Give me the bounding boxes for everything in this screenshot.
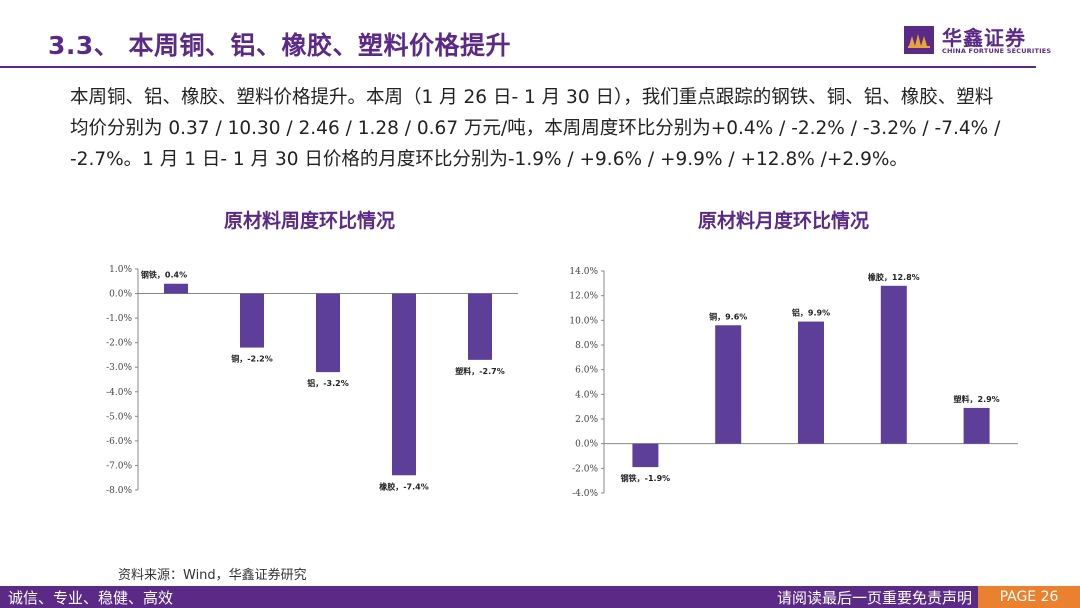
page-title: 3.3、 本周铜、铝、橡胶、塑料价格提升 xyxy=(48,31,511,60)
weekly-ytick-label: -8.0% xyxy=(106,486,132,496)
footer-slogan: 诚信、专业、稳健、高效 xyxy=(8,589,174,607)
company-logo: 华鑫证券 CHINA FORTUNE SECURITIES xyxy=(904,22,1051,58)
monthly-bar-2 xyxy=(798,321,824,444)
monthly-ytick-label: -2.0% xyxy=(572,464,598,474)
logo-en-text: CHINA FORTUNE SECURITIES xyxy=(942,47,1052,55)
weekly-data-label-1: 铜，-2.2% xyxy=(231,354,273,364)
footer-disclaimer: 请阅读最后一页重要免责声明 xyxy=(776,589,972,607)
monthly-ytick-label: 0.0% xyxy=(575,440,598,450)
logo-cn-text: 华鑫证券 xyxy=(942,26,1026,50)
monthly-ytick-label: 10.0% xyxy=(569,316,598,326)
header-divider xyxy=(0,66,1036,68)
monthly-data-label-1: 铜，9.6% xyxy=(709,311,747,321)
monthly-ytick-label: 14.0% xyxy=(569,267,598,277)
monthly-bar-4 xyxy=(963,407,990,444)
monthly-data-label-2: 铝，9.9% xyxy=(792,308,830,318)
page-number: PAGE 26 xyxy=(978,586,1080,608)
body-paragraph: 本周铜、铝、橡胶、塑料价格提升。本周（1 月 26 日- 1 月 30 日），我… xyxy=(70,87,1001,170)
weekly-bar-chart: 1.0% 0.0% -1.0% -2.0% -3.0% -4.0% -5.0% -6.0% -7… xyxy=(106,265,518,496)
weekly-bar-0 xyxy=(164,283,188,294)
weekly-ytick-label: -3.0% xyxy=(106,363,132,373)
weekly-data-label-3: 橡胶，-7.4% xyxy=(379,481,429,491)
monthly-bar-0 xyxy=(632,443,659,468)
weekly-ytick-label: -1.0% xyxy=(106,314,132,324)
monthly-bar-3 xyxy=(880,285,907,444)
monthly-ytick-label: 2.0% xyxy=(575,415,598,425)
monthly-bar-chart: 14.0% 12.0% 10.0% 8.0% 6.0% 4.0% 2.0% 0.0% -2.0%… xyxy=(569,267,1018,499)
monthly-data-label-0: 钢铁，-1.9% xyxy=(621,473,671,483)
weekly-ytick-label: 1.0% xyxy=(109,265,132,275)
footer-bar: 诚信、专业、稳健、高效 请阅读最后一页重要免责声明 PAGE 26 xyxy=(0,586,1080,608)
monthly-bar-1 xyxy=(715,325,742,444)
weekly-ytick-label: -2.0% xyxy=(106,339,132,349)
weekly-chart-title: 原材料周度环比情况 xyxy=(224,210,396,232)
weekly-bar-4 xyxy=(468,293,492,360)
monthly-ytick-label: 4.0% xyxy=(575,390,598,400)
weekly-ytick-label: -4.0% xyxy=(106,388,132,398)
logo-mark-icon xyxy=(904,26,934,54)
weekly-bar-1 xyxy=(240,293,264,348)
weekly-ytick-label: 0.0% xyxy=(109,290,132,300)
monthly-ytick-label: -4.0% xyxy=(572,489,598,499)
monthly-ytick-label: 12.0% xyxy=(569,292,598,302)
monthly-data-label-3: 橡胶，12.8% xyxy=(868,272,920,282)
monthly-chart-title: 原材料月度环比情况 xyxy=(698,210,870,232)
monthly-ytick-label: 8.0% xyxy=(575,341,598,351)
monthly-ytick-label: 6.0% xyxy=(575,366,598,376)
weekly-ytick-label: -6.0% xyxy=(106,437,132,447)
weekly-data-label-0: 钢铁，0.4% xyxy=(141,270,187,280)
source-note: 资料来源：Wind，华鑫证券研究 xyxy=(118,568,307,583)
monthly-data-label-4: 塑料，2.9% xyxy=(954,394,1000,404)
weekly-data-label-2: 铝，-3.2% xyxy=(307,378,349,388)
weekly-ytick-label: -7.0% xyxy=(106,461,132,471)
weekly-bar-3 xyxy=(392,293,416,476)
weekly-bar-2 xyxy=(316,293,340,373)
weekly-ytick-label: -5.0% xyxy=(106,412,132,422)
weekly-data-label-4: 塑料，-2.7% xyxy=(455,366,505,376)
